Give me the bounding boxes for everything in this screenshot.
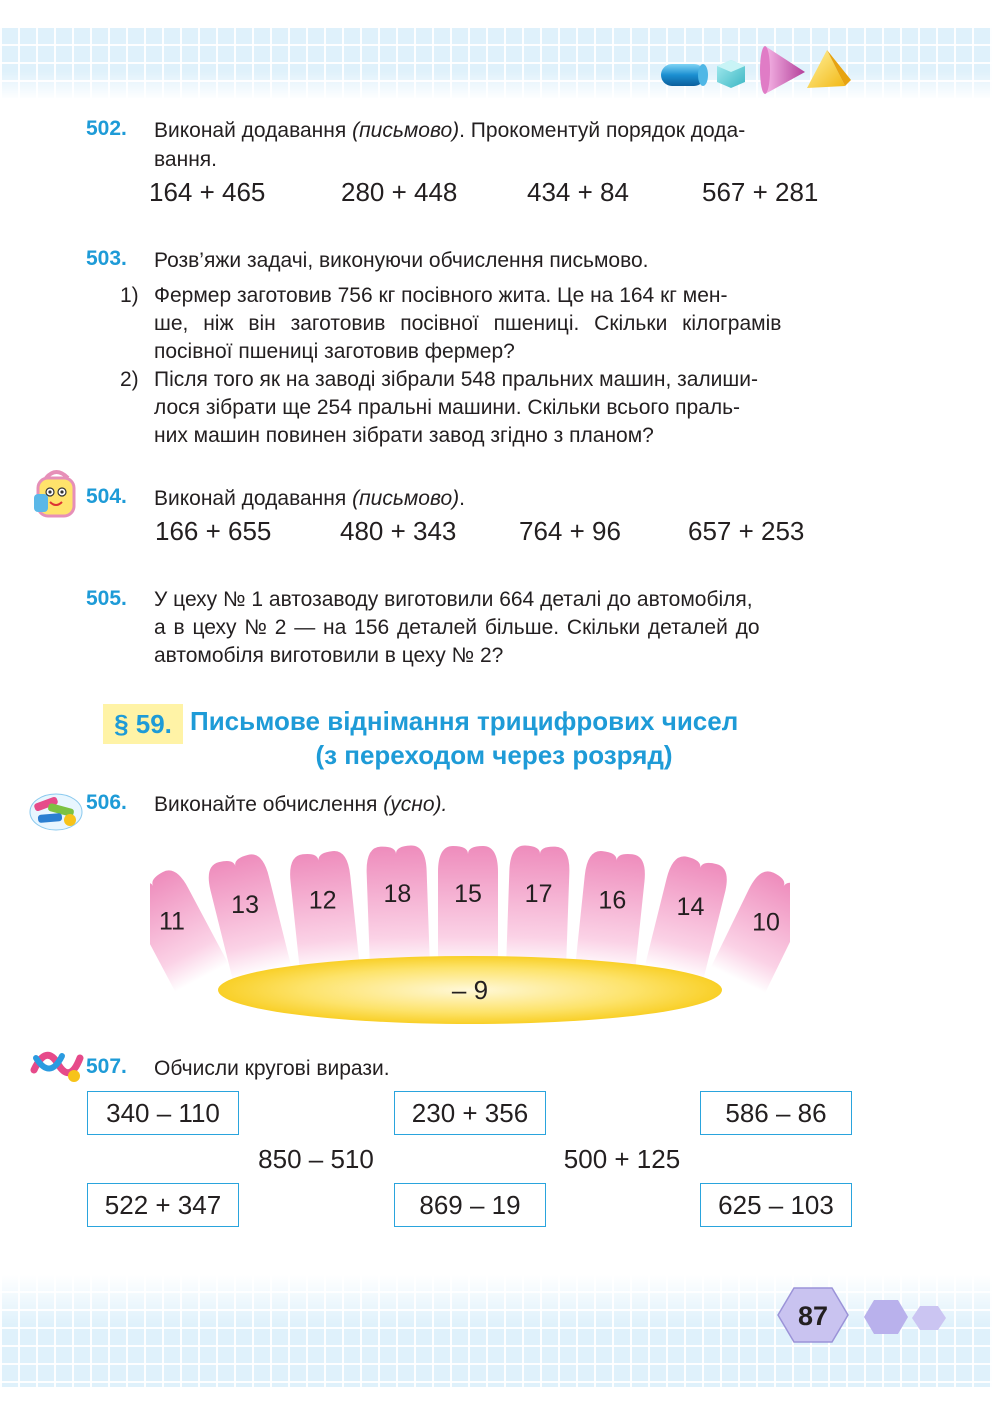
exercise-502-expr: 567 + 281 [702, 177, 819, 207]
exercise-504-text: Виконай додавання (письмово). [154, 487, 465, 510]
petal-shape [711, 871, 790, 994]
petal-number: 15 [454, 880, 482, 908]
task-2-line: лося зібрати ще 254 пральні машини. Скіл… [154, 396, 741, 419]
expression-cell: 500 + 125 [563, 1144, 681, 1174]
expression-cell: 869 – 19 [394, 1183, 546, 1227]
exercise-506-number: 506. [86, 791, 127, 814]
expression-cell: 340 – 110 [87, 1091, 239, 1135]
task-1-line: ше, ніж він заготовив посівної пшениці. … [154, 312, 782, 335]
flower-petal: 18 [366, 845, 430, 970]
exercise-505-line: а в цеху № 2 — на 156 деталей більше. Ск… [154, 616, 760, 639]
flower-center [218, 956, 722, 1024]
exercise-502-text: Виконай додавання (письмово). Прокоменту… [154, 119, 746, 142]
flower-petal: 15 [438, 846, 498, 968]
flower-petal: 13 [208, 854, 292, 981]
hexagon-icon [912, 1306, 946, 1330]
ribbon-icon [30, 1051, 84, 1082]
exercise-503-intro: Розв’яжи задачі, виконуючи обчислення пи… [154, 249, 649, 272]
exercise-504-expr: 480 + 343 [340, 516, 457, 546]
petal-number: 12 [309, 886, 337, 914]
exercise-505-line: автомобіля виготовили в цеху № 2? [154, 644, 504, 667]
petal-number: 17 [525, 880, 553, 908]
exercise-504-expr: 166 + 655 [155, 516, 272, 546]
exercise-502-text-cont: вання. [154, 148, 217, 171]
exercise-507-number: 507. [86, 1055, 127, 1078]
expression-cell: 230 + 356 [394, 1091, 546, 1135]
petal-shape [208, 854, 292, 981]
exercise-505-number: 505. [86, 587, 127, 610]
section-title-line: Письмове віднімання трицифрових чисел [190, 706, 739, 736]
petal-shape [438, 846, 498, 968]
flower-petal: 12 [290, 851, 360, 974]
exercise-502-number: 502. [86, 117, 127, 140]
exercise-505-line: У цеху № 1 автозаводу виготовили 664 дет… [154, 588, 753, 611]
page-number-badge: 87 [777, 1287, 946, 1343]
petal-number: 18 [384, 880, 412, 908]
expression-cell: 586 – 86 [700, 1091, 852, 1135]
page-number: 87 [798, 1301, 828, 1331]
petal-shape [506, 845, 570, 970]
petal-shape [150, 870, 229, 993]
cylinder-icon [661, 64, 708, 86]
expression-cell: 522 + 347 [87, 1183, 239, 1227]
flower-petal: 11 [150, 870, 229, 993]
exercise-504-number: 504. [86, 485, 127, 508]
exercise-502-expr: 164 + 465 [149, 177, 266, 207]
expression-cell: 625 – 103 [700, 1183, 852, 1227]
task-1-line: посівної пшениці заготовив фермер? [154, 340, 515, 363]
petal-shape [575, 851, 645, 974]
task-2-marker: 2) [120, 368, 139, 391]
petal-number: 14 [677, 893, 705, 921]
petal-number: 16 [598, 886, 626, 914]
task-2-line: Після того як на заводі зібрали 548 прал… [154, 368, 758, 391]
cube-icon [717, 60, 745, 88]
petal-number: 11 [159, 907, 185, 935]
hexagon-icon [864, 1300, 908, 1334]
petal-shape [290, 851, 360, 974]
expression-cell: 850 – 510 [258, 1144, 374, 1174]
petal-number: 13 [231, 891, 259, 919]
section-title-line: (з переходом через розряд) [315, 740, 673, 770]
section-title: Письмове віднімання трицифрових чисел (з… [190, 704, 810, 772]
task-1-marker: 1) [120, 284, 139, 307]
geometric-shapes [661, 46, 851, 94]
petal-shape [366, 845, 430, 970]
exercise-504-expr: 657 + 253 [688, 516, 805, 546]
cone-icon [760, 46, 805, 94]
backpack-icon [34, 470, 76, 518]
exercise-507-text: Обчисли кругові вирази. [154, 1057, 390, 1080]
petal-shape [644, 856, 727, 981]
exercise-503-number: 503. [86, 247, 127, 270]
flower-petal: 17 [506, 845, 570, 970]
exercise-504-expr: 764 + 96 [519, 516, 621, 546]
pencils-icon [29, 793, 83, 831]
exercise-502-expr: 434 + 84 [527, 177, 629, 207]
section-badge: § 59. [103, 704, 183, 744]
exercise-502-expr: 280 + 448 [341, 177, 458, 207]
flower-petal: 10 [711, 871, 790, 994]
task-2-line: них машин повинен зібрати завод згідно з… [154, 424, 654, 447]
task-1-line: Фермер заготовив 756 кг посівного жита. … [154, 284, 728, 307]
exercise-506-text: Виконайте обчислення (усно). [154, 793, 448, 816]
petal-number: 10 [752, 908, 780, 936]
flower-petal: 14 [644, 856, 727, 981]
flower-petal: 16 [575, 851, 645, 974]
flower-center-label: – 9 [452, 975, 488, 1005]
pyramid-icon [807, 50, 851, 88]
hexagon-icon [777, 1287, 849, 1343]
flower-diagram: 11 13 12 18 15 17 16 14 10 – 9 [150, 845, 790, 1024]
